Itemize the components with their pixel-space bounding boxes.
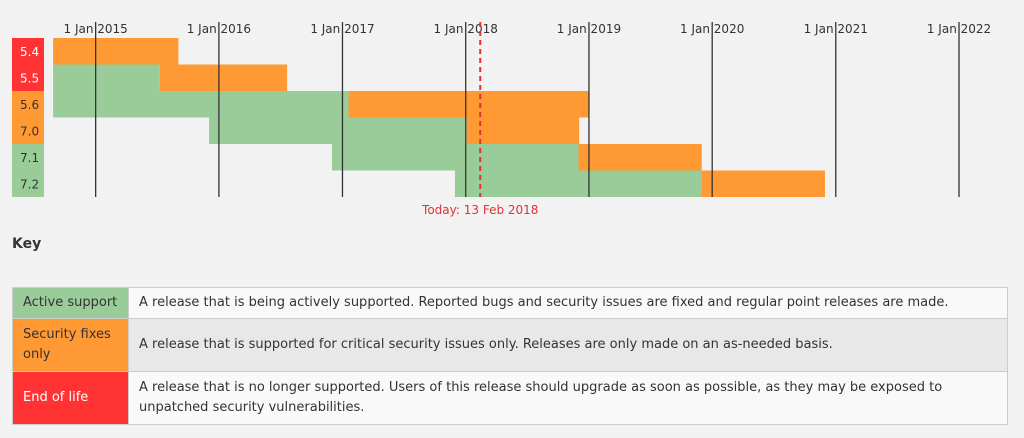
security-bar-5-4 [53, 38, 179, 65]
key-row-active-support: Active support A release that is being a… [12, 287, 1008, 319]
version-label-bg-5-4 [12, 38, 44, 65]
key-description-security-fixes: A release that is supported for critical… [128, 318, 1008, 372]
version-label-5-5: 5.5 [20, 71, 39, 85]
x-tick-2015: 1 Jan 2015 [64, 22, 128, 36]
security-bar-5-5 [159, 64, 288, 91]
active-bar-7-2 [454, 170, 702, 197]
key-row-end-of-life: End of life A release that is no longer … [12, 371, 1008, 425]
today-label: Today: 13 Feb 2018 [421, 203, 538, 217]
security-bar-7-1 [578, 144, 702, 171]
release-timeline-chart: 1 Jan 2015 1 Jan 2016 1 Jan 2017 1 Jan 2018… [12, 22, 991, 217]
key-heading: Key [12, 236, 42, 252]
key-table: Active support A release that is being a… [12, 287, 1008, 425]
x-tick-2022: 1 Jan 2022 [927, 22, 991, 36]
x-tick-2016: 1 Jan 2016 [187, 22, 251, 36]
key-label-active-support: Active support [12, 287, 129, 319]
version-label-5-6: 5.6 [20, 98, 39, 112]
security-bar-7-2 [701, 170, 825, 197]
key-label-security-fixes: Security fixes only [12, 318, 129, 372]
x-tick-2020: 1 Jan 2020 [680, 22, 744, 36]
version-label-5-4: 5.4 [20, 45, 39, 59]
active-bar-5-6 [53, 91, 349, 118]
x-tick-2017: 1 Jan 2017 [310, 22, 374, 36]
active-bar-5-5 [53, 64, 160, 91]
version-label-7-2: 7.2 [20, 177, 39, 191]
version-label-bg-5-6 [12, 91, 44, 118]
version-label-bg-5-5 [12, 64, 44, 91]
x-tick-2021: 1 Jan 2021 [804, 22, 868, 36]
version-label-bg-7-0 [12, 117, 44, 144]
version-label-bg-7-1 [12, 144, 44, 171]
security-bar-7-0 [466, 117, 580, 144]
active-bar-7-0 [209, 117, 467, 144]
key-row-security-fixes: Security fixes only A release that is su… [12, 318, 1008, 372]
security-bar-5-6 [348, 91, 589, 118]
version-label-bg-7-2 [12, 170, 44, 197]
x-tick-2018: 1 Jan 2018 [434, 22, 498, 36]
x-tick-2019: 1 Jan 2019 [557, 22, 621, 36]
active-bar-7-1 [332, 144, 579, 171]
key-label-end-of-life: End of life [12, 371, 129, 425]
key-description-active-support: A release that is being actively support… [128, 287, 1008, 319]
key-description-end-of-life: A release that is no longer supported. U… [128, 371, 1008, 425]
version-label-7-0: 7.0 [20, 124, 39, 138]
version-label-7-1: 7.1 [20, 151, 39, 165]
